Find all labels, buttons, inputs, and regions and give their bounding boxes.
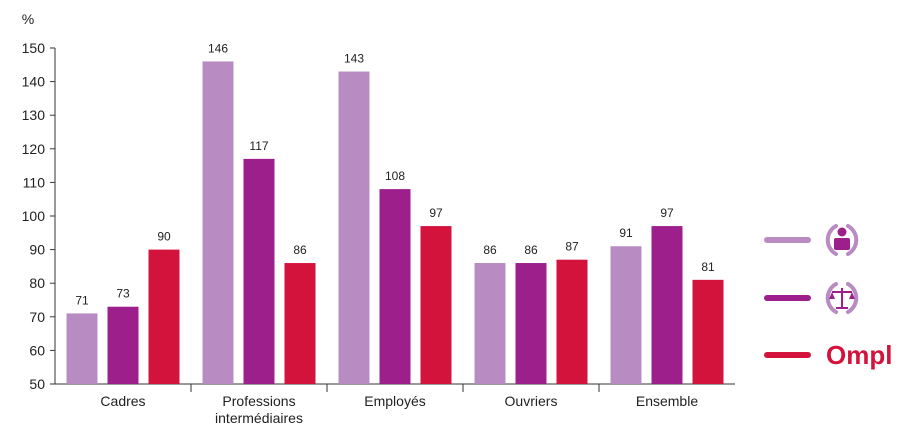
y-tick-label: 90	[29, 242, 45, 258]
data-label: 86	[524, 243, 538, 257]
y-tick-label: 110	[23, 174, 46, 190]
category-label: intermédiaires	[215, 410, 303, 426]
person-circle-icon	[825, 224, 859, 256]
data-label: 146	[208, 41, 228, 55]
y-tick-label: 70	[29, 309, 45, 325]
bar	[651, 226, 683, 384]
category-label: Ouvriers	[505, 393, 558, 409]
bar	[148, 249, 180, 384]
bars	[66, 61, 724, 385]
y-axis-unit-label: %	[22, 11, 34, 27]
y-tick-label: 130	[22, 107, 46, 123]
data-label: 97	[660, 206, 674, 220]
bar	[556, 259, 588, 384]
bar	[202, 61, 234, 384]
category-label: Ensemble	[636, 393, 698, 409]
bar	[379, 189, 411, 384]
data-label: 73	[116, 287, 130, 301]
y-tick-label: 140	[22, 74, 46, 90]
data-label: 143	[344, 52, 364, 66]
bar	[610, 246, 642, 384]
bar	[243, 158, 275, 384]
y-tick-label: 50	[29, 376, 45, 392]
bar	[474, 263, 506, 384]
y-tick-label: 60	[29, 342, 45, 358]
legend-item	[764, 224, 859, 256]
data-label: 117	[249, 139, 268, 153]
bar	[107, 306, 139, 384]
category-label: Cadres	[100, 393, 145, 409]
category-label: Professions	[222, 393, 295, 409]
bar	[284, 263, 316, 384]
y-tick-label: 150	[22, 40, 46, 56]
data-label: 97	[429, 206, 443, 220]
scales-circle-icon	[825, 282, 859, 314]
y-axis: % 50 60 70 80 90 100 110 120 130 140 150	[22, 11, 56, 392]
category-label: Employés	[364, 393, 425, 409]
data-label: 91	[619, 226, 633, 240]
bar	[66, 313, 98, 384]
bar	[420, 226, 452, 384]
data-label: 71	[75, 293, 89, 307]
data-labels: 71 73 90 146 117 86 143 108 97 86 86 87 91 97 81	[75, 41, 715, 307]
ompl-logo: Ompl	[826, 340, 892, 370]
y-tick-label: 80	[29, 275, 45, 291]
data-label: 90	[157, 230, 171, 244]
data-label: 86	[483, 243, 497, 257]
bar	[338, 71, 370, 385]
data-label: 81	[701, 260, 715, 274]
legend: Ompl	[764, 224, 892, 370]
bar	[692, 279, 724, 384]
y-tick-label: 100	[22, 208, 46, 224]
data-label: 86	[293, 243, 307, 257]
bar	[515, 263, 547, 384]
y-tick-label: 120	[22, 141, 46, 157]
data-label: 87	[565, 240, 579, 254]
legend-item: Ompl	[764, 340, 892, 370]
legend-item	[764, 282, 859, 314]
data-label: 108	[385, 169, 405, 183]
